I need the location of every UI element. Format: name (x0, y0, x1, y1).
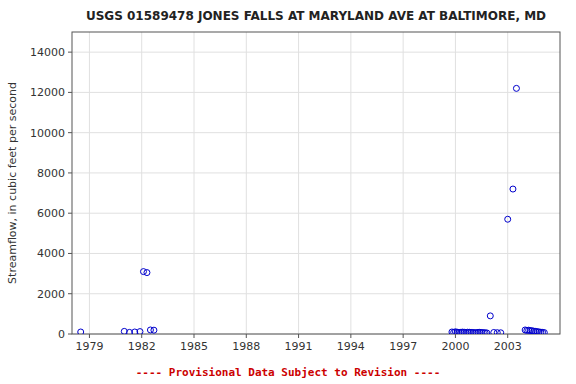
x-tick-label: 1994 (337, 340, 365, 353)
y-tick (68, 52, 72, 53)
y-tick (68, 213, 72, 214)
axes: 1979 1982 1985 1988 1991 1994 1997 2000 2003 0 200… (30, 46, 522, 353)
y-tick (68, 334, 72, 335)
y-tick (68, 92, 72, 93)
grid-line-y (72, 172, 560, 173)
point (498, 330, 504, 334)
y-tick-label: 12000 (30, 86, 65, 99)
grid-line-x (507, 32, 508, 334)
point (151, 327, 157, 333)
y-tick-label: 2000 (37, 288, 65, 301)
y-axis-label: Streamflow, in cubic feet per second (6, 82, 19, 284)
x-tick-label: 1988 (232, 340, 260, 353)
grid-line-y (72, 213, 560, 214)
x-tick-label: 1982 (128, 340, 156, 353)
point (541, 330, 547, 334)
x-tick (403, 334, 404, 338)
footnote: ---- Provisional Data Subject to Revisio… (136, 366, 441, 379)
grid-line-x (298, 32, 299, 334)
x-tick-label: 1991 (285, 340, 313, 353)
grid-line-y (72, 52, 560, 53)
point (487, 313, 493, 319)
grid-line-x (89, 32, 90, 334)
y-tick-label: 10000 (30, 127, 65, 140)
y-tick (68, 172, 72, 173)
point (505, 216, 511, 222)
y-tick-label: 0 (58, 328, 65, 341)
grid (72, 32, 560, 334)
points (78, 85, 548, 334)
point (137, 329, 143, 334)
chart: 1979 1982 1985 1988 1991 1994 1997 2000 2003 0 200… (0, 0, 576, 384)
grid-line-y (72, 293, 560, 294)
point (144, 270, 150, 276)
y-tick-label: 4000 (37, 247, 65, 260)
y-tick (68, 132, 72, 133)
title: USGS 01589478 JONES FALLS AT MARYLAND AV… (86, 9, 546, 23)
point (513, 85, 519, 91)
point (510, 186, 516, 192)
x-tick-label: 2000 (441, 340, 469, 353)
x-tick (89, 334, 90, 338)
x-tick-label: 2003 (494, 340, 522, 353)
x-tick-label: 1985 (180, 340, 208, 353)
y-tick (68, 293, 72, 294)
x-tick (298, 334, 299, 338)
plot-frame (72, 32, 560, 334)
x-tick (246, 334, 247, 338)
grid-line-y (72, 92, 560, 93)
x-tick (350, 334, 351, 338)
x-tick (455, 334, 456, 338)
y-tick-label: 14000 (30, 46, 65, 59)
y-tick-label: 8000 (37, 167, 65, 180)
grid-line-x (403, 32, 404, 334)
grid-line-x (350, 32, 351, 334)
grid-line-y (72, 132, 560, 133)
background (0, 0, 576, 384)
y-tick-label: 6000 (37, 207, 65, 220)
x-tick (141, 334, 142, 338)
x-tick (194, 334, 195, 338)
grid-line-y (72, 253, 560, 254)
grid-line-x (455, 32, 456, 334)
point (78, 329, 84, 334)
x-tick-label: 1997 (389, 340, 417, 353)
grid-line-x (246, 32, 247, 334)
point (484, 330, 490, 334)
y-tick (68, 253, 72, 254)
x-tick-label: 1979 (75, 340, 103, 353)
grid-line-x (194, 32, 195, 334)
x-tick (507, 334, 508, 338)
grid-line-x (141, 32, 142, 334)
